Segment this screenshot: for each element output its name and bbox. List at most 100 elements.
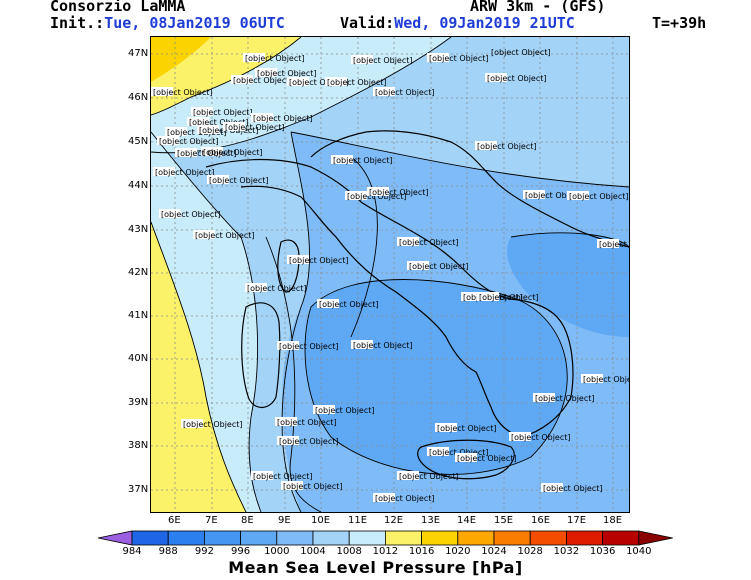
svg-text:[object Object]: [object Object] [247,284,307,293]
colorbar-cell [457,530,495,546]
svg-text:[object Object]: [object Object] [209,176,269,185]
isobar-label: [object Object] [475,141,537,151]
svg-text:[object Object]: [object Object] [195,231,255,240]
svg-text:[object Object]: [object Object] [525,191,585,200]
isobar-label: [object Object] [523,190,585,200]
svg-text:[object Object]: [object Object] [599,240,629,249]
lead-time: T=+39h [652,14,707,32]
svg-text:[object Object]: [object Object] [277,418,337,427]
svg-text:[object Object]: [object Object] [487,74,547,83]
svg-text:[object Object]: [object Object] [183,420,243,429]
svg-text:[object Object]: [object Object] [225,123,285,132]
svg-text:[object Object]: [object Object] [437,424,497,433]
lon-label: 12E [384,515,404,526]
isobar-label: [object Object] [201,147,263,157]
colorbar-level-label: 1032 [553,546,580,557]
lat-label: 47N [128,48,149,59]
colorbar-level-label: 1040 [626,546,652,557]
lon-label: 17E [567,515,587,526]
svg-text:[object Object]: [object Object] [369,188,429,197]
colorbar-level-label: 1012 [372,546,399,557]
svg-text:[object Object]: [object Object] [233,76,293,85]
init-line: Init.:Tue, 08Jan2019 06UTC [50,14,285,32]
isobar-label: [object Object] [157,136,219,146]
svg-text:[object Object]: [object Object] [189,118,249,127]
colorbar-level-label: 1016 [408,546,435,557]
isobar-label: [object Object] [373,87,435,97]
isobar-label: [object Object] [277,341,339,351]
colorbar-cell [348,530,386,546]
isobar-label: [object Object] [567,191,629,201]
model-title: ARW 3km - (GFS) [470,0,606,15]
isobar-label: [object Object] [435,423,497,433]
lon-label: 6E [168,515,181,526]
lon-label: 9E [278,515,291,526]
lat-label: 42N [128,267,149,278]
svg-text:[object Object]: [object Object] [399,472,459,481]
svg-text:[object Object]: [object Object] [161,210,221,219]
svg-text:[object Object]: [object Object] [375,494,435,503]
isobar-label: [object Object] [193,230,255,240]
svg-text:[object Object]: [object Object] [289,256,349,265]
svg-text:[object Object]: [object Object] [245,54,305,63]
isobar-label: [object Object] [251,113,313,123]
colorbar-cell [384,530,422,546]
isobar-label: [object Object] [427,447,489,457]
svg-text:[object Object]: [object Object] [327,78,387,87]
isobar-label: [object Object] [427,53,489,63]
colorbar-level-label: 1000 [264,546,290,557]
colorbar-cells [97,530,673,546]
lat-label: 40N [128,353,149,364]
isobar-label: [object Object] [351,340,413,350]
isobar-label: [object Object] [231,75,293,85]
colorbar-cell [493,530,531,546]
isobar-label: [object Object] [255,68,317,78]
lon-label: 8E [241,515,254,526]
band-1020-1024 [151,37,211,82]
isobar-label: [object Object] [187,117,249,127]
lat-label: 44N [128,180,149,191]
band-1000-1004-east [507,232,629,337]
svg-text:[object Object]: [object Object] [319,300,379,309]
colorbar-cell [167,530,205,546]
isobar-label: [object Object] [407,261,469,271]
isobar-label: [object Object] [181,419,243,429]
colorbar-level-label: 1008 [336,546,362,557]
svg-text:[object Object]: [object Object] [279,437,339,446]
isobar-label: [object Object] [477,292,539,302]
isobar-label: [object Object] [153,167,215,177]
svg-text:[object Object]: [object Object] [279,342,339,351]
isobar-label: [object Object] [581,374,629,384]
lon-label: 15E [494,515,514,526]
isobar-label: [object Object] [317,299,379,309]
colorbar-cell [240,530,278,546]
svg-text:[object Object]: [object Object] [167,128,227,137]
pressure-map: [object Object] [object Object] [object … [150,36,630,513]
colorbar-cell [203,530,241,546]
lat-label: 39N [128,397,149,408]
isobar-label: [object Object] [207,175,269,185]
isobar-label: [object Object] [455,453,517,463]
svg-text:[object Object]: [object Object] [257,69,317,78]
svg-text:[object Object]: [object Object] [479,293,539,302]
svg-text:[object Object]: [object Object] [253,472,313,481]
colorbar-level-label: 988 [158,546,178,557]
colorbar-arrow-low [97,530,133,546]
isobar-label: [object Object] [325,77,387,87]
isobar-label: [object Object] [165,127,227,137]
isobar-label: [object Object] [175,148,237,158]
lon-label: 7E [205,515,218,526]
lat-label: 37N [128,484,149,495]
svg-text:[object Object]: [object Object] [283,482,343,491]
colorbar-cell [131,530,169,546]
colorbar-cell [602,530,640,546]
svg-text:[object Object]: [object Object] [491,48,551,57]
svg-text:[object Object]: [object Object] [543,484,603,493]
isobar-label: [object Object] [485,73,547,83]
colorbar-level-label: 1028 [517,546,543,557]
colorbar-level-label: 996 [231,546,251,557]
svg-text:[object Object]: [object Object] [399,238,459,247]
svg-text:[object Object]: [object Object] [477,142,537,151]
isobar-label: [object Object] [277,436,339,446]
init-label: Init.: [50,14,105,32]
